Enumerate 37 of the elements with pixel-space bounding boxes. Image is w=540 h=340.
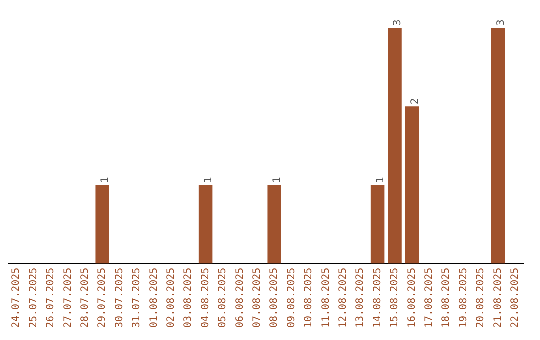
x-tick-label: 30.07.2025 <box>114 268 126 328</box>
x-tick-label: 17.08.2025 <box>424 268 435 328</box>
x-tick-label: 11.08.2025 <box>320 268 332 328</box>
data-label: 1 <box>272 176 284 184</box>
x-tick-label: 01.08.2025 <box>148 268 160 328</box>
x-tick-label: 27.07.2025 <box>62 268 74 328</box>
x-tick-label: 26.07.2025 <box>46 268 57 328</box>
x-tick-label: 03.08.2025 <box>183 268 194 328</box>
x-tick-label: 15.08.2025 <box>390 268 401 328</box>
x-tick-label: 08.08.2025 <box>269 268 280 328</box>
x-tick-label: 12.08.2025 <box>338 268 349 328</box>
x-tick-label: 06.08.2025 <box>234 268 246 328</box>
data-label: 2 <box>410 98 421 105</box>
x-tick-label: 13.08.2025 <box>355 268 366 328</box>
x-tick-label: 05.08.2025 <box>218 268 229 328</box>
x-tick-label: 20.08.2025 <box>476 268 487 328</box>
x-tick-label: 07.08.2025 <box>252 268 263 328</box>
x-tick-label: 04.08.2025 <box>200 268 212 328</box>
data-label: 3 <box>496 20 507 26</box>
data-label: 1 <box>375 176 386 184</box>
x-tick-label: 29.07.2025 <box>97 268 108 328</box>
x-tick-label: 21.08.2025 <box>492 268 504 328</box>
data-label: 1 <box>100 176 112 184</box>
x-tick-label: 25.07.2025 <box>28 268 40 328</box>
x-tick-label: 02.08.2025 <box>166 268 177 328</box>
x-tick-label: 14.08.2025 <box>372 268 384 328</box>
data-label: 3 <box>392 20 404 26</box>
x-tick-label: 22.08.2025 <box>510 268 521 328</box>
x-tick-label: 16.08.2025 <box>406 268 418 328</box>
data-label: 1 <box>203 176 214 184</box>
x-tick-label: 24.07.2025 <box>11 268 22 328</box>
x-tick-label: 31.07.2025 <box>132 268 143 328</box>
x-tick-label: 19.08.2025 <box>458 268 470 328</box>
x-tick-label: 28.07.2025 <box>80 268 91 328</box>
x-tick-label: 18.08.2025 <box>441 268 452 328</box>
x-tick-label: 10.08.2025 <box>304 268 315 328</box>
x-tick-label: 09.08.2025 <box>286 268 298 328</box>
